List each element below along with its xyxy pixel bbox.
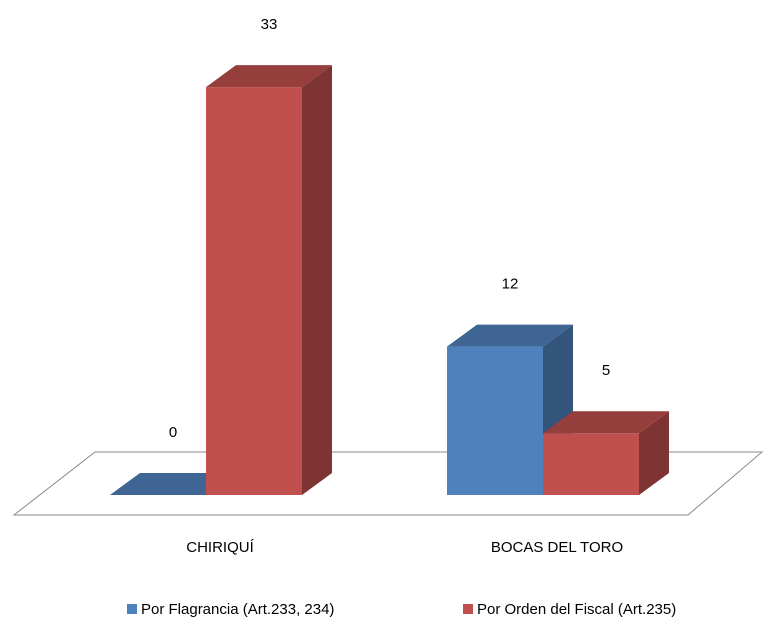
bar-front bbox=[206, 87, 302, 496]
legend-label: Por Flagrancia (Art.233, 234) bbox=[141, 601, 334, 618]
bar-top bbox=[110, 473, 236, 495]
value-label: 5 bbox=[602, 362, 610, 379]
bar bbox=[206, 65, 332, 496]
bar-top bbox=[543, 411, 669, 434]
bar-front bbox=[447, 346, 543, 495]
bar bbox=[447, 324, 573, 495]
bar bbox=[543, 411, 669, 495]
legend-swatch bbox=[127, 604, 137, 614]
x-tick-label: BOCAS DEL TORO bbox=[491, 539, 623, 556]
x-tick-label: CHIRIQUÍ bbox=[186, 539, 254, 556]
value-label: 33 bbox=[261, 16, 278, 33]
bar-front bbox=[543, 433, 639, 495]
bar-top bbox=[447, 324, 573, 347]
value-label: 0 bbox=[169, 424, 177, 441]
value-label: 12 bbox=[502, 276, 519, 293]
bar-side bbox=[302, 65, 332, 496]
legend-label: Por Orden del Fiscal (Art.235) bbox=[477, 601, 676, 618]
bar-side bbox=[639, 411, 669, 495]
legend-swatch bbox=[463, 604, 473, 614]
bar bbox=[110, 473, 236, 495]
bar-top bbox=[206, 65, 332, 88]
